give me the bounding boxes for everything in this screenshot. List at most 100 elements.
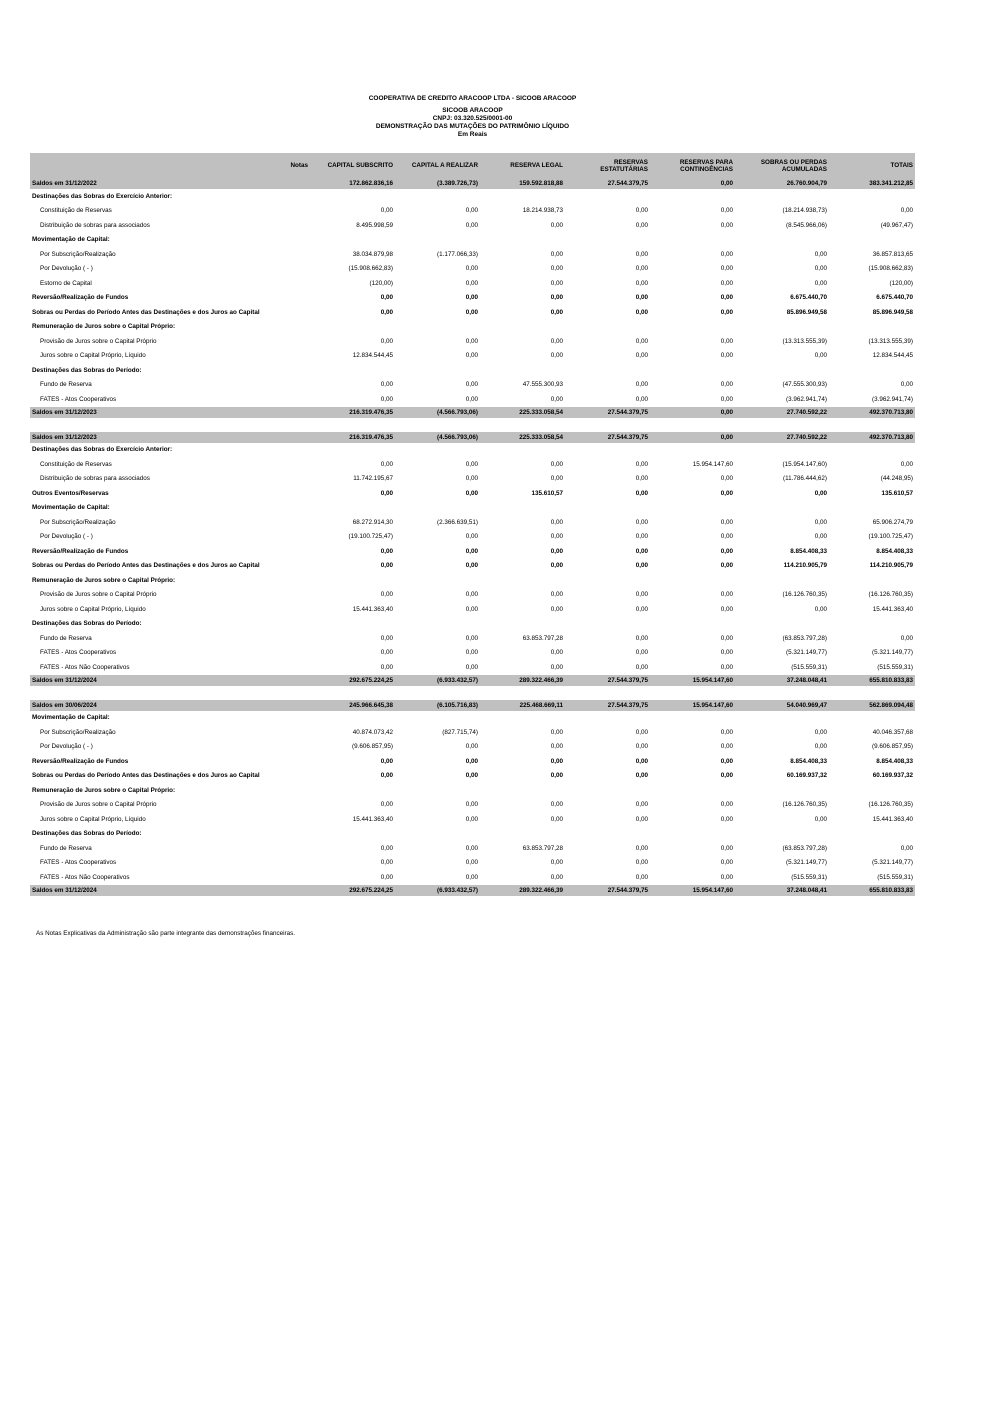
notes-cell	[280, 740, 310, 755]
item-row: FATES - Atos Cooperativos 0,00 0,00 0,00 0,0…	[30, 392, 915, 407]
column-header: SOBRAS OU PERDAS ACUMULADAS	[735, 153, 829, 178]
value-cell: 225.333.058,54	[480, 406, 565, 418]
name: SICOOB ARACOOP	[442, 107, 503, 114]
value-cell: (6.933.432,57)	[395, 674, 480, 686]
value-cell: 0,00	[465, 337, 478, 345]
value-cell: 0,00	[550, 743, 563, 751]
value-cell: 0,00	[720, 649, 733, 657]
row-label: Destinações das Sobras do Período:	[32, 366, 142, 374]
row-label: FATES - Atos Cooperativos	[40, 395, 117, 403]
value-cell: 0,00	[550, 395, 563, 403]
value-cell: 6.675.440,70	[876, 294, 913, 302]
item-row: FATES - Atos Não Cooperativos 0,00 0,00 0,0…	[30, 870, 915, 885]
spacer-cell	[30, 418, 915, 432]
value-cell: 0,00	[720, 728, 733, 736]
row-label: FATES - Atos Não Cooperativos	[40, 663, 130, 671]
value-cell: 135.610,57	[531, 489, 563, 497]
value-cell: 0,00	[465, 634, 478, 642]
value-cell: 0,00	[635, 294, 648, 302]
value-cell: 0,00	[650, 178, 735, 189]
notes-cell	[280, 725, 310, 740]
notes-cell	[280, 812, 310, 827]
value-cell: 0,00	[635, 308, 648, 316]
header-cell	[30, 153, 280, 178]
value-cell: 0,00	[465, 308, 478, 316]
section-row: Destinações das Sobras do Período:	[30, 617, 915, 632]
row-label: Por Subscrição/Realização	[40, 250, 116, 258]
row-label: Sobras ou Perdas do Período Antes das De…	[32, 562, 260, 570]
value-cell: 0,00	[550, 460, 563, 468]
table-body: Saldos em 31/12/2022 172.862.836,16 (3.389…	[30, 178, 915, 896]
value-cell: 8.854.408,33	[790, 757, 827, 765]
value-cell: 0,00	[720, 801, 733, 809]
value-cell: (63.853.797,28)	[782, 844, 827, 852]
value-cell: 0,00	[465, 381, 478, 389]
value-cell: (5.321.149,77)	[872, 859, 913, 867]
value-cell: 0,00	[550, 475, 563, 483]
column-header: CAPITAL A REALIZAR	[395, 153, 480, 178]
value-cell: 0,00	[465, 591, 478, 599]
notes-cell	[280, 392, 310, 407]
value-cell: 47.555.300,93	[522, 381, 563, 389]
spacer-cell	[30, 686, 915, 700]
row-label: Por Devolução ( - )	[40, 265, 93, 273]
value-cell: 0,00	[720, 772, 733, 780]
value-cell: 0,00	[465, 772, 478, 780]
value-cell: 0,00	[465, 395, 478, 403]
value-cell: 37.248.048,41	[735, 674, 829, 686]
value-cell: 216.319.476,35	[310, 406, 395, 418]
value-cell: 655.810.833,83	[829, 674, 915, 686]
header: COOPERATIVA DE CREDITO ARACOOP LTDA - SI…	[0, 95, 945, 139]
spacer	[30, 686, 915, 700]
notes-cell	[280, 559, 310, 574]
value-cell: 0,00	[550, 250, 563, 258]
value-cell: 0,00	[380, 381, 393, 389]
row-label: Saldos em 31/12/2024	[30, 884, 280, 896]
notes-cell	[280, 699, 310, 711]
value-cell: (19.100.725,47)	[348, 533, 393, 541]
row-label: Saldos em 31/12/2022	[30, 178, 280, 189]
value-cell: 0,00	[814, 533, 827, 541]
value-cell: 26.760.904,79	[735, 178, 829, 189]
value-cell: (16.126.760,35)	[868, 591, 913, 599]
value-cell: 0,00	[465, 489, 478, 497]
value-cell: 216.319.476,35	[310, 431, 395, 443]
notes-cell	[280, 457, 310, 472]
row-label: Movimentação de Capital:	[32, 714, 110, 722]
section-row: Remuneração de Juros sobre o Capital Pró…	[30, 783, 915, 798]
value-cell: 0,00	[550, 873, 563, 881]
row-label: Saldos em 31/12/2023	[30, 431, 280, 443]
value-cell: 0,00	[550, 547, 563, 555]
value-cell: 0,00	[635, 221, 648, 229]
value-cell: 0,00	[635, 265, 648, 273]
notes-cell	[280, 204, 310, 219]
value-cell: 0,00	[550, 221, 563, 229]
cnpj: CNPJ: 03.320.525/0001-00	[432, 115, 513, 122]
value-cell: 0,00	[635, 873, 648, 881]
row-label: Sobras ou Perdas do Período Antes das De…	[32, 308, 260, 316]
value-cell: 0,00	[635, 562, 648, 570]
value-cell: 0,00	[635, 475, 648, 483]
row-label: Fundo de Reserva	[40, 634, 92, 642]
item-row: Fundo de Reserva 0,00 0,00 47.555.300,93 0,0…	[30, 378, 915, 393]
value-cell: 0,00	[635, 395, 648, 403]
value-cell: 0,00	[465, 265, 478, 273]
value-cell: 0,00	[635, 381, 648, 389]
value-cell: 8.854.408,33	[876, 547, 913, 555]
value-cell: 0,00	[720, 308, 733, 316]
value-cell: (44.248,95)	[880, 475, 913, 483]
value-cell: 0,00	[465, 605, 478, 613]
section-row: Movimentação de Capital:	[30, 711, 915, 726]
value-cell: 383.341.212,85	[829, 178, 915, 189]
item-row: Constituição de Reservas 0,00 0,00 18.214.9…	[30, 204, 915, 219]
value-cell: 245.966.645,38	[310, 699, 395, 711]
value-cell: 0,00	[720, 489, 733, 497]
value-cell: 0,00	[465, 562, 478, 570]
value-cell: 8.495.998,59	[356, 221, 393, 229]
value-cell: (9.606.857,95)	[872, 743, 913, 751]
value-cell: 15.954.147,60	[692, 460, 733, 468]
item-row: Provisão de Juros sobre o Capital Própri…	[30, 798, 915, 813]
notes-cell	[280, 884, 310, 896]
item-row: Distribuição de sobras para associados 8.…	[30, 218, 915, 233]
